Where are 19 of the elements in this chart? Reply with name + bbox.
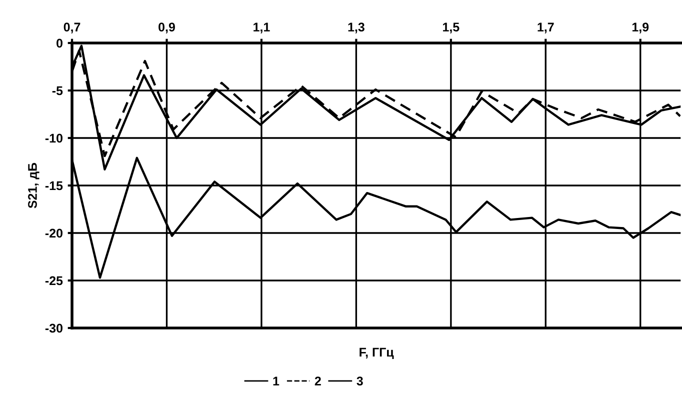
y-axis-title: S21, дБ bbox=[28, 162, 40, 208]
y-tick-label: -15 bbox=[45, 181, 63, 190]
legend-label: 1 bbox=[273, 376, 280, 386]
y-tick-label: -5 bbox=[52, 86, 63, 96]
legend-label: 3 bbox=[356, 376, 363, 386]
x-axis-title: F, ГГц bbox=[360, 348, 394, 359]
legend-label: 2 bbox=[314, 376, 321, 386]
y-tick-label: -25 bbox=[45, 276, 63, 286]
y-tick-label: -10 bbox=[45, 134, 62, 143]
y-tick-label: -20 bbox=[45, 228, 62, 238]
x-tick-label: 0,9 bbox=[158, 22, 175, 34]
y-tick-label: 0 bbox=[56, 38, 62, 48]
y-tick-label: -30 bbox=[45, 324, 62, 333]
x-tick-label: 1,9 bbox=[632, 22, 649, 34]
x-tick-label: 1,1 bbox=[254, 22, 270, 34]
x-tick-label: 1,3 bbox=[348, 22, 364, 34]
x-tick-label: 1,5 bbox=[443, 22, 460, 34]
x-tick-label: 1,7 bbox=[538, 22, 554, 34]
x-tick-label: 0,7 bbox=[64, 22, 80, 34]
